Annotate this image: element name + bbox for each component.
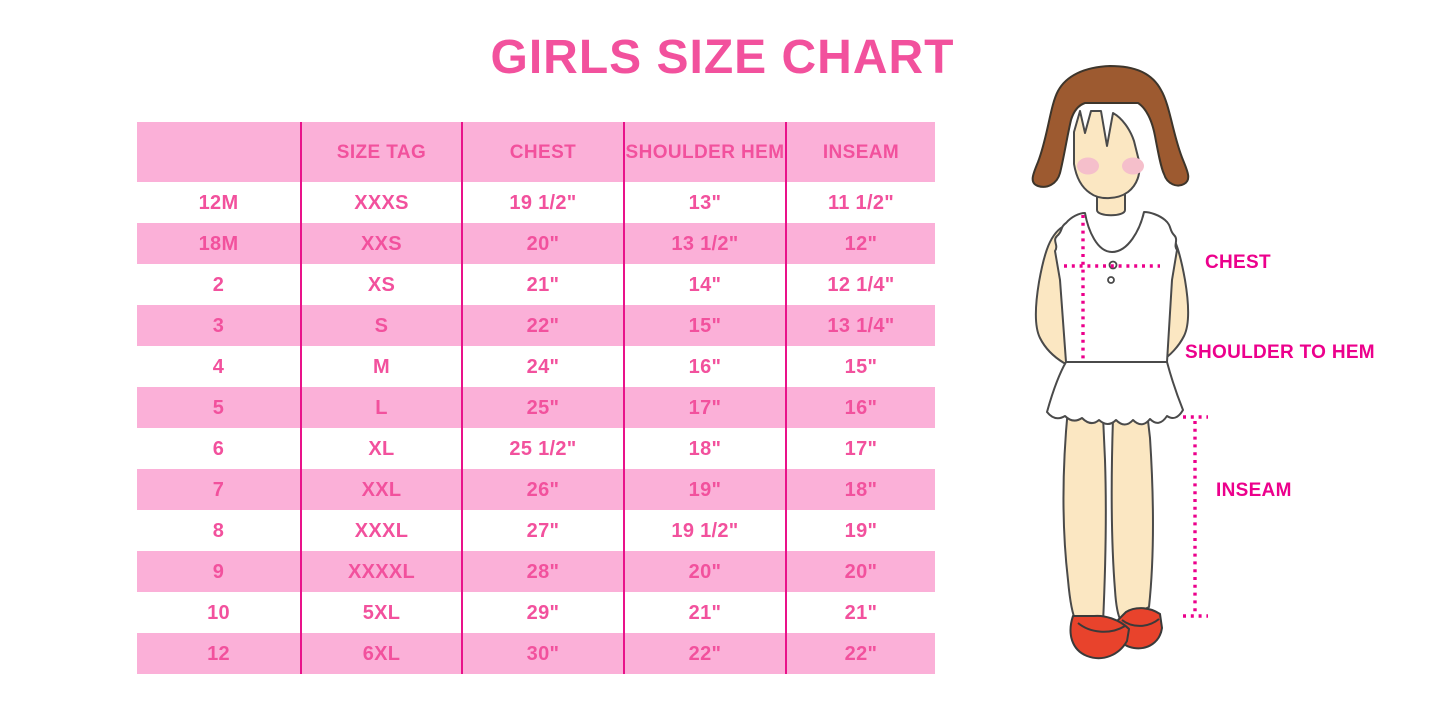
table-cell: 21" <box>623 592 785 633</box>
table-cell: S <box>300 305 461 346</box>
size-chart-table: SIZE TAG CHEST SHOULDER HEM INSEAM 12M X… <box>137 122 935 674</box>
table-cell: 26" <box>461 469 623 510</box>
blush-right <box>1122 157 1144 175</box>
table-row: 8 XXXL 27" 19 1/2" 19" <box>137 510 935 551</box>
leg-right <box>1110 411 1154 622</box>
table-cell: 4 <box>212 355 225 378</box>
table-cell: XXS <box>300 223 461 264</box>
table-cell: L <box>300 387 461 428</box>
table-cell: 15" <box>785 346 935 387</box>
table-cell: 24" <box>461 346 623 387</box>
table-row: 18M XXS 20" 13 1/2" 12" <box>137 223 935 264</box>
table-row: 12M XXXS 19 1/2" 13" 11 1/2" <box>137 182 935 223</box>
table-row: 6 XL 25 1/2" 18" 17" <box>137 428 935 469</box>
table-cell: XXXL <box>300 510 461 551</box>
table-cell: 18" <box>785 469 935 510</box>
table-cell: 8 <box>212 519 225 542</box>
table-cell: 19 1/2" <box>461 182 623 223</box>
table-cell: 5XL <box>300 592 461 633</box>
page-title: GIRLS SIZE CHART <box>490 31 955 84</box>
table-cell: 6 <box>212 437 225 460</box>
table-cell: 19 1/2" <box>623 510 785 551</box>
table-cell: 16" <box>623 346 785 387</box>
shoe-right-strap <box>1121 618 1160 627</box>
table-header-cell: SHOULDER HEM <box>623 122 785 182</box>
table-header-cell <box>137 122 300 182</box>
hair <box>1031 65 1190 188</box>
girl-measurement-figure <box>1031 65 1208 660</box>
table-cell: 15" <box>623 305 785 346</box>
table-cell: 13 1/2" <box>623 223 785 264</box>
table-cell: 14" <box>623 264 785 305</box>
table-cell: 7 <box>212 478 225 501</box>
skirt <box>1046 361 1184 426</box>
table-cell: 16" <box>785 387 935 428</box>
table-cell: 21" <box>785 592 935 633</box>
table-cell: 13" <box>623 182 785 223</box>
table-cell: 22" <box>461 305 623 346</box>
table-cell: 5 <box>212 396 225 419</box>
table-row: 4 M 24" 16" 15" <box>137 346 935 387</box>
table-cell: 20" <box>785 551 935 592</box>
table-row: 2 XS 21" 14" 12 1/4" <box>137 264 935 305</box>
table-cell: 2 <box>212 273 225 296</box>
table-cell: 12 1/4" <box>785 264 935 305</box>
shoe-left <box>1069 614 1130 660</box>
table-cell: 19" <box>785 510 935 551</box>
table-cell: 29" <box>461 592 623 633</box>
table-cell: 30" <box>461 633 623 674</box>
shoe-left-strap <box>1077 622 1126 633</box>
table-row: 10 5XL 29" 21" 21" <box>137 592 935 633</box>
table-cell: 25" <box>461 387 623 428</box>
table-cell: 18" <box>623 428 785 469</box>
table-cell: 21" <box>461 264 623 305</box>
inseam-measure-label: INSEAM <box>1216 480 1292 501</box>
table-cell: 10 <box>207 601 230 624</box>
table-cell: 20" <box>461 223 623 264</box>
table-header-cell: SIZE TAG <box>300 122 461 182</box>
table-row: 9 XXXXL 28" 20" 20" <box>137 551 935 592</box>
face <box>1073 110 1141 200</box>
table-header-cell: CHEST <box>461 122 623 182</box>
table-cell: 17" <box>623 387 785 428</box>
table-cell: 17" <box>785 428 935 469</box>
table-cell: 12 <box>207 642 230 665</box>
table-cell: 3 <box>212 314 225 337</box>
table-row: 7 XXL 26" 19" 18" <box>137 469 935 510</box>
table-cell: 6XL <box>300 633 461 674</box>
chest-measure-label: CHEST <box>1205 252 1271 273</box>
table-cell: XXL <box>300 469 461 510</box>
shoulder-to-hem-measure-label: SHOULDER TO HEM <box>1185 342 1375 363</box>
table-cell: 22" <box>785 633 935 674</box>
table-cell: 28" <box>461 551 623 592</box>
table-cell: 11 1/2" <box>785 182 935 223</box>
leg-left <box>1062 407 1107 624</box>
table-cell: XL <box>300 428 461 469</box>
table-row: 12 6XL 30" 22" 22" <box>137 633 935 674</box>
table-cell: 12M <box>198 191 239 214</box>
table-cell: 19" <box>623 469 785 510</box>
table-cell: M <box>300 346 461 387</box>
table-cell: 25 1/2" <box>461 428 623 469</box>
table-header-row: SIZE TAG CHEST SHOULDER HEM INSEAM <box>137 122 935 182</box>
table-cell: 20" <box>623 551 785 592</box>
table-cell: XXXXL <box>300 551 461 592</box>
table-cell: 13 1/4" <box>785 305 935 346</box>
table-row: 3 S 22" 15" 13 1/4" <box>137 305 935 346</box>
table-cell: XXXS <box>300 182 461 223</box>
table-cell: XS <box>300 264 461 305</box>
button-bottom <box>1107 276 1115 284</box>
table-cell: 12" <box>785 223 935 264</box>
table-header-cell: INSEAM <box>785 122 935 182</box>
table-cell: 9 <box>212 560 225 583</box>
table-cell: 18M <box>198 232 239 255</box>
table-row: 5 L 25" 17" 16" <box>137 387 935 428</box>
blush-left <box>1077 157 1099 175</box>
top-bodice <box>1054 211 1178 363</box>
table-cell: 22" <box>623 633 785 674</box>
table-cell: 27" <box>461 510 623 551</box>
